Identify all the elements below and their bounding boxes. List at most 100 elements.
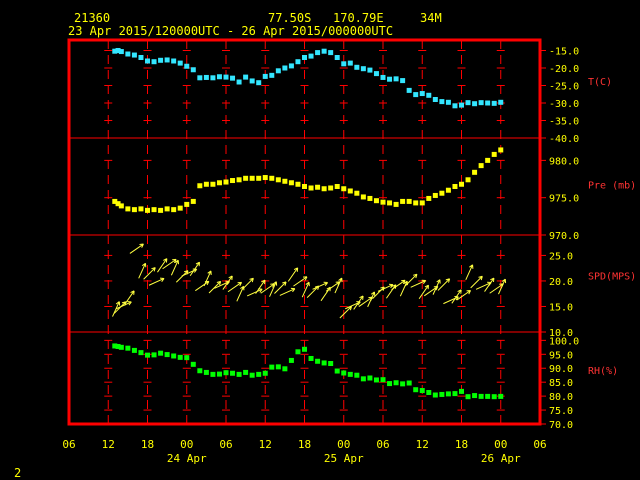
data-point bbox=[171, 353, 177, 359]
data-point bbox=[125, 345, 131, 351]
data-point bbox=[419, 91, 425, 97]
data-point bbox=[328, 185, 334, 191]
data-point bbox=[439, 99, 445, 105]
wind-arrow bbox=[116, 301, 132, 310]
data-point bbox=[151, 352, 157, 358]
data-point bbox=[131, 347, 137, 353]
data-point bbox=[432, 392, 438, 398]
data-point bbox=[288, 357, 294, 363]
data-point bbox=[282, 366, 288, 372]
data-point bbox=[334, 55, 340, 60]
y-tick-label: 80.0 bbox=[549, 392, 573, 403]
data-point bbox=[354, 64, 360, 70]
data-point bbox=[380, 74, 386, 80]
data-point bbox=[295, 59, 301, 65]
wind-arrow bbox=[484, 277, 495, 292]
data-point bbox=[400, 198, 406, 204]
data-point bbox=[256, 175, 262, 181]
data-point bbox=[216, 371, 222, 377]
data-point bbox=[302, 346, 307, 352]
data-point bbox=[367, 375, 373, 381]
y-tick-label: 970.0 bbox=[549, 231, 579, 242]
y-tick-label: -40.0 bbox=[549, 134, 579, 145]
data-point bbox=[256, 371, 262, 377]
wind-arrow bbox=[353, 295, 364, 310]
data-point bbox=[256, 80, 262, 86]
data-point bbox=[249, 78, 255, 84]
wind-arrow bbox=[377, 283, 394, 292]
data-point bbox=[249, 372, 255, 378]
y-tick-label: 980.0 bbox=[549, 156, 579, 167]
data-point bbox=[223, 370, 229, 376]
data-point bbox=[125, 206, 131, 212]
wind-arrow bbox=[432, 279, 441, 295]
wind-arrow bbox=[367, 291, 376, 308]
data-point bbox=[478, 100, 484, 106]
data-point bbox=[478, 393, 484, 399]
grid-lines bbox=[104, 40, 546, 425]
data-point bbox=[288, 63, 294, 69]
panel-label: RH(%) bbox=[588, 366, 618, 377]
data-point bbox=[334, 184, 340, 189]
data-point bbox=[151, 207, 157, 213]
data-point bbox=[216, 180, 222, 186]
data-point bbox=[112, 48, 118, 54]
data-point bbox=[341, 370, 347, 376]
data-point bbox=[347, 371, 353, 377]
x-tick-label: 06 bbox=[376, 438, 389, 451]
data-point bbox=[439, 391, 445, 397]
data-point bbox=[118, 344, 124, 350]
data-series bbox=[112, 48, 507, 400]
data-point bbox=[426, 92, 432, 98]
data-point bbox=[118, 203, 124, 209]
data-point bbox=[308, 355, 314, 361]
y-tick-labels: -15.0 -20.0 -25.0 -30.0 -35.0 -40.0 970.0 975.0… bbox=[549, 47, 579, 432]
x-tick-label: 00 bbox=[337, 438, 350, 451]
date-label: 26 Apr bbox=[481, 452, 521, 465]
data-point bbox=[177, 60, 183, 66]
data-point bbox=[158, 57, 164, 63]
data-point bbox=[164, 57, 170, 63]
wind-arrow bbox=[470, 275, 483, 289]
panel-label: T(C) bbox=[588, 77, 612, 88]
series-group bbox=[112, 147, 504, 213]
series-group bbox=[112, 343, 504, 400]
data-point bbox=[498, 99, 504, 105]
station-elevation: 34M bbox=[420, 11, 442, 25]
wind-arrow bbox=[189, 261, 201, 277]
data-point bbox=[295, 181, 301, 187]
data-point bbox=[315, 358, 321, 364]
data-point bbox=[426, 195, 432, 201]
wind-arrow bbox=[195, 280, 210, 292]
data-point bbox=[158, 350, 164, 356]
data-point bbox=[203, 74, 209, 80]
data-point bbox=[275, 68, 281, 74]
data-point bbox=[131, 52, 137, 58]
data-point bbox=[354, 190, 360, 196]
data-point bbox=[426, 389, 432, 395]
y-tick-label: -20.0 bbox=[549, 64, 579, 75]
data-point bbox=[491, 100, 497, 106]
data-point bbox=[243, 74, 249, 80]
wind-arrow bbox=[498, 278, 507, 295]
data-point bbox=[459, 102, 464, 108]
data-point bbox=[367, 67, 373, 73]
data-point bbox=[203, 181, 209, 187]
wind-arrow bbox=[404, 273, 418, 287]
data-point bbox=[459, 181, 464, 187]
data-point bbox=[472, 101, 478, 107]
data-point bbox=[230, 370, 236, 376]
wind-arrow bbox=[312, 281, 329, 290]
data-point bbox=[360, 66, 366, 72]
data-point bbox=[190, 67, 196, 73]
data-point bbox=[380, 377, 386, 383]
data-point bbox=[197, 75, 203, 81]
data-point bbox=[315, 184, 321, 190]
wind-arrow bbox=[465, 264, 474, 281]
panel-label: SPD(MPS) bbox=[588, 272, 636, 283]
wind-arrow bbox=[255, 279, 266, 294]
data-point bbox=[262, 175, 268, 181]
data-point bbox=[452, 184, 458, 189]
y-tick-label: 975.0 bbox=[549, 194, 579, 205]
data-point bbox=[164, 206, 170, 212]
